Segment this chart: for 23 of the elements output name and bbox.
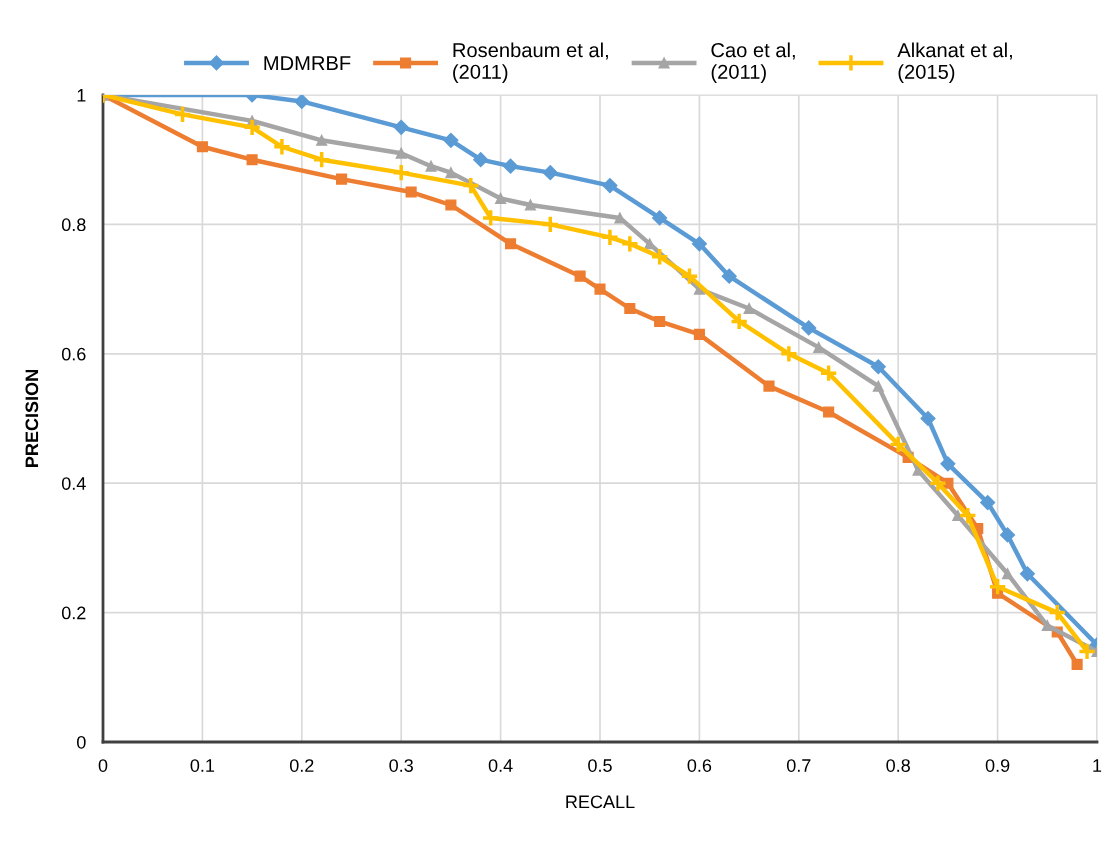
legend-label: Rosenbaum et al, (2011)	[453, 42, 608, 83]
x-tick-label: 0.1	[190, 759, 215, 772]
x-tick-label: 0.6	[687, 759, 712, 772]
x-tick-label: 0.4	[488, 759, 513, 772]
y-tick-label: 1	[77, 89, 86, 102]
x-tick-label: 0	[98, 759, 108, 772]
legend-label: Alkanat et al, (2015)	[897, 42, 1012, 83]
x-tick-label: 0.3	[389, 759, 413, 772]
x-tick-label: 1	[1093, 759, 1102, 772]
x-tick-label: 0.5	[588, 759, 612, 772]
x-tick-label: 0.8	[886, 759, 910, 772]
x-axis-title: RECALL	[566, 795, 635, 809]
x-tick-label: 0.7	[786, 759, 811, 772]
y-tick-label: 0	[77, 735, 86, 749]
y-tick-label: 0.8	[61, 218, 86, 232]
y-tick-label: 0.2	[61, 606, 86, 620]
y-axis-title: PRECISION	[25, 370, 39, 467]
legend-label: MDMRBF	[264, 56, 351, 70]
x-tick-label: 0.2	[289, 759, 314, 772]
y-tick-label: 0.6	[61, 347, 86, 361]
y-tick-label: 0.4	[61, 477, 86, 490]
legend-label: Cao et al, (2011)	[711, 42, 795, 83]
x-tick-label: 0.9	[985, 759, 1010, 772]
